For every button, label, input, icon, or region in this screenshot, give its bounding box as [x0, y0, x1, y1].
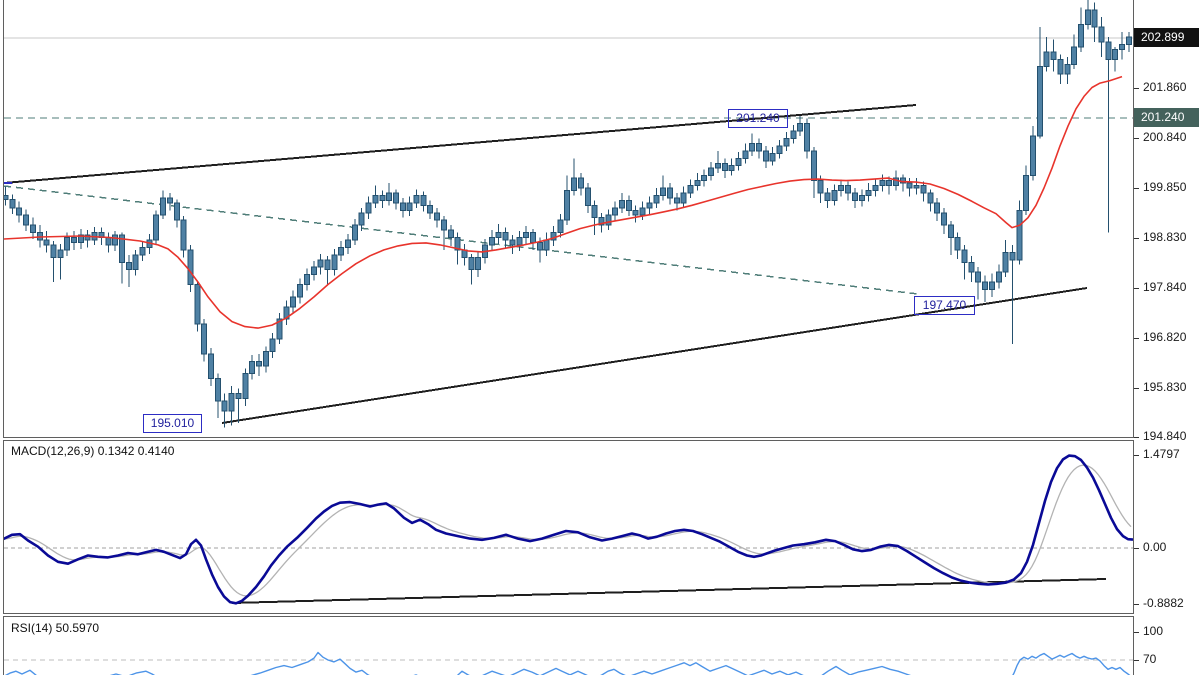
axis-tick-mark — [1134, 388, 1139, 389]
price-chart-panel — [3, 0, 1134, 438]
axis-label: 70 — [1143, 652, 1157, 666]
trendline-price-label-201240[interactable]: 201.240 — [728, 109, 788, 128]
axis-label: 201.860 — [1143, 80, 1187, 94]
axis-tick-mark — [1134, 138, 1139, 139]
rsi-indicator-panel — [3, 616, 1134, 675]
axis-tick-mark — [1134, 288, 1139, 289]
rsi-indicator-label: RSI(14) 50.5970 — [11, 621, 100, 635]
axis-label: 195.830 — [1143, 380, 1187, 394]
axis-label: 194.840 — [1143, 429, 1187, 443]
macd-indicator-label: MACD(12,26,9) 0.1342 0.4140 — [11, 444, 175, 458]
macd-canvas[interactable] — [4, 441, 1133, 613]
axis-label: 199.850 — [1143, 180, 1187, 194]
price-chart-canvas[interactable] — [4, 0, 1133, 437]
axis-tick-mark — [1134, 548, 1139, 549]
axis-tick-mark — [1134, 455, 1139, 456]
axis-label: 198.830 — [1143, 230, 1187, 244]
trendline-price-label-197470[interactable]: 197.470 — [914, 296, 975, 315]
axis-label: 200.840 — [1143, 130, 1187, 144]
axis-tick-mark — [1134, 437, 1139, 438]
current-price-tag: 202.899 — [1134, 28, 1199, 47]
axis-tick-mark — [1134, 238, 1139, 239]
axis-label: -0.8882 — [1143, 596, 1184, 610]
axis-label: 1.4797 — [1143, 447, 1180, 461]
axis-tick-mark — [1134, 660, 1139, 661]
macd-indicator-panel — [3, 440, 1134, 614]
axis-tick-mark — [1134, 88, 1139, 89]
axis-label: 197.840 — [1143, 280, 1187, 294]
axis-tick-mark — [1134, 604, 1139, 605]
trendline-price-label-195010[interactable]: 195.010 — [143, 414, 202, 433]
level-price-tag: 201.240 — [1134, 108, 1199, 127]
axis-tick-mark — [1134, 188, 1139, 189]
axis-label: 100 — [1143, 624, 1164, 638]
axis-tick-mark — [1134, 632, 1139, 633]
axis-label: 0.00 — [1143, 540, 1167, 554]
price-axis[interactable]: 202.899 201.240 201.860 200.840 199.850 198… — [1134, 0, 1200, 675]
axis-tick-mark — [1134, 338, 1139, 339]
rsi-canvas[interactable] — [4, 617, 1133, 675]
axis-label: 196.820 — [1143, 330, 1187, 344]
